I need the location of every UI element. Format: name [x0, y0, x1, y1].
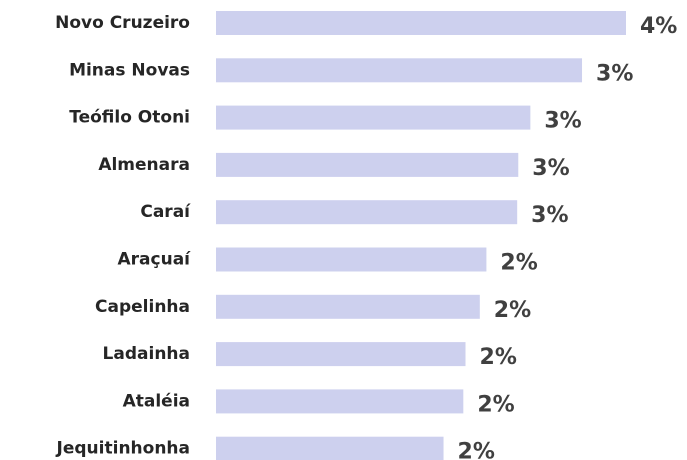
value-label: 2% — [458, 440, 495, 460]
bar — [216, 200, 518, 225]
bar — [216, 294, 480, 319]
value-label: 2% — [500, 251, 537, 276]
bar — [216, 389, 464, 414]
bar — [216, 105, 531, 130]
bar — [216, 436, 444, 460]
category-label: Jequitinhonha — [56, 439, 190, 459]
category-label: Ladainha — [103, 344, 190, 364]
category-label: Araçuaí — [118, 250, 192, 270]
value-label: 3% — [596, 61, 633, 86]
value-label: 2% — [477, 392, 514, 417]
category-label: Caraí — [140, 202, 191, 222]
category-label: Minas Novas — [69, 60, 190, 80]
value-label: 2% — [494, 298, 531, 323]
value-label: 2% — [480, 345, 517, 370]
bar — [216, 152, 519, 177]
bar — [216, 11, 626, 35]
category-label: Ataléia — [123, 391, 190, 411]
bar — [216, 342, 466, 367]
value-label: 3% — [531, 203, 568, 228]
category-label: Teófilo Otoni — [69, 108, 190, 128]
category-label: Capelinha — [95, 297, 190, 317]
value-label: 3% — [544, 109, 581, 134]
value-label: 4% — [640, 14, 677, 39]
value-label: 3% — [532, 156, 569, 181]
bar — [216, 247, 487, 272]
category-label: Almenara — [98, 155, 190, 175]
category-label: Novo Cruzeiro — [55, 13, 190, 33]
bar — [216, 58, 583, 83]
